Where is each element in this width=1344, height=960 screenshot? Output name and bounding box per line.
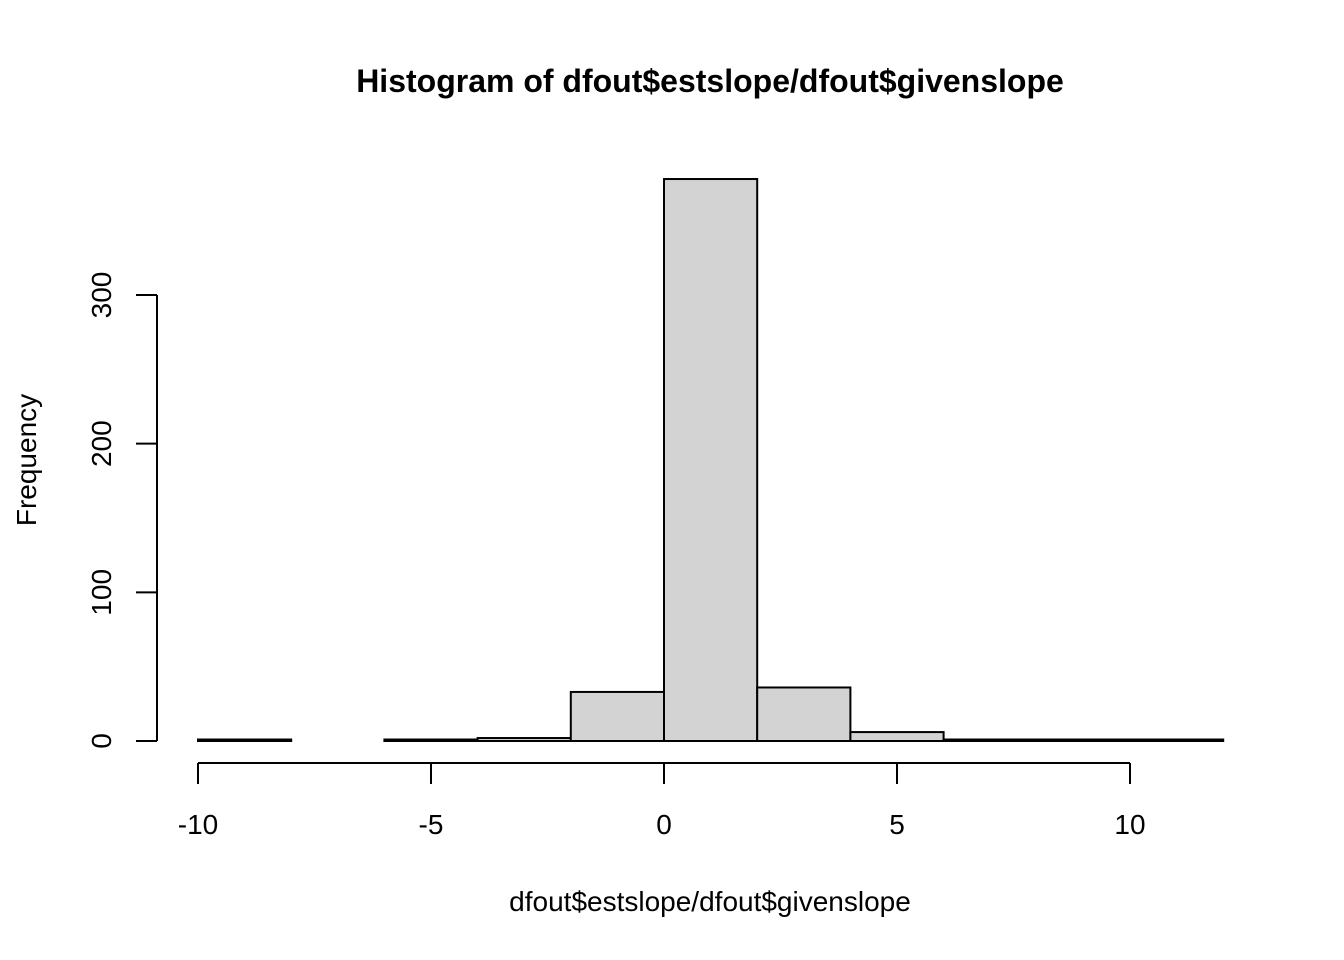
y-tick-label: 300 [86, 272, 117, 319]
histogram-bar [849, 731, 945, 742]
y-tick-label: 0 [86, 733, 117, 749]
y-axis-label: Frequency [11, 394, 42, 526]
histogram-bar [569, 690, 665, 743]
x-tick-label: -10 [178, 809, 218, 840]
y-tick-label: 200 [86, 420, 117, 467]
x-axis-label: dfout$estslope/dfout$givenslope [509, 886, 911, 917]
y-tick-label: 100 [86, 569, 117, 616]
x-axis: -10 -5 0 5 10 [178, 762, 1146, 840]
x-tick-label: 10 [1114, 809, 1145, 840]
x-tick-label: -5 [419, 809, 444, 840]
x-tick-label: 0 [656, 809, 672, 840]
histogram-bar [383, 738, 479, 743]
histogram-bar [1129, 738, 1225, 743]
histogram-bar [756, 686, 852, 743]
chart-title: Histogram of dfout$estslope/dfout$givens… [356, 63, 1064, 99]
histogram-bar [663, 178, 759, 742]
histogram-bar [476, 737, 572, 743]
histogram-bar [197, 738, 293, 743]
x-tick-label: 5 [889, 809, 905, 840]
y-axis: 0 100 200 300 [86, 272, 158, 749]
histogram-bar [942, 738, 1038, 743]
bars-group [197, 178, 1225, 743]
histogram-bar [1035, 738, 1132, 743]
